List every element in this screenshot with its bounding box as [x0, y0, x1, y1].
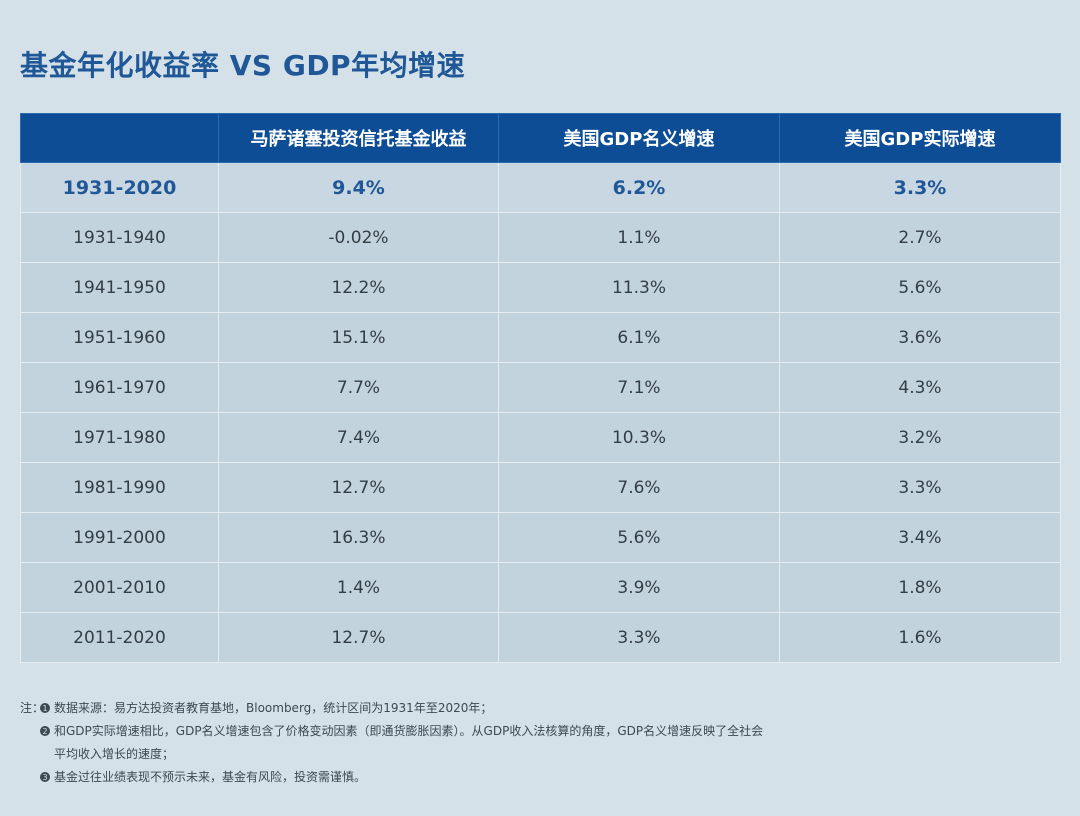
- table-row: 1981-1990 12.7% 7.6% 3.3%: [20, 462, 1061, 513]
- table-cell: 3.2%: [779, 412, 1061, 463]
- footnote-text: 数据来源：易方达投资者教育基地，Bloomberg，统计区间为1931年至202…: [54, 701, 493, 715]
- summary-row: 1931-2020 9.4% 6.2% 3.3%: [20, 162, 1061, 213]
- table-cell: 7.7%: [218, 362, 499, 413]
- table-row: 1971-1980 7.4% 10.3% 3.2%: [20, 412, 1061, 463]
- table-cell: 5.6%: [779, 262, 1061, 313]
- table-cell: 2011-2020: [20, 612, 219, 663]
- table-cell: 1951-1960: [20, 312, 219, 363]
- footnote-2: 2 和GDP实际增速相比，GDP名义增速包含了价格变动因素（即通货膨胀因素）。从…: [20, 720, 763, 743]
- table-cell: 7.1%: [498, 362, 780, 413]
- footnote-3: 3 基金过往业绩表现不预示未来，基金有风险，投资需谨慎。: [20, 766, 763, 789]
- table-row: 1931-1940 -0.02% 1.1% 2.7%: [20, 212, 1061, 263]
- table-cell: 1.4%: [218, 562, 499, 613]
- footnote-prefix: 注：: [20, 701, 45, 715]
- table-row: 2011-2020 12.7% 3.3% 1.6%: [20, 612, 1061, 663]
- header-row: 马萨诸塞投资信托基金收益 美国GDP名义增速 美国GDP实际增速: [20, 113, 1061, 163]
- footnote-text: 和GDP实际增速相比，GDP名义增速包含了价格变动因素（即通货膨胀因素）。从GD…: [54, 724, 764, 738]
- table-row: 1951-1960 15.1% 6.1% 3.6%: [20, 312, 1061, 363]
- table-cell: 7.4%: [218, 412, 499, 463]
- footnotes: 注： 1 数据来源：易方达投资者教育基地，Bloomberg，统计区间为1931…: [20, 697, 763, 789]
- table-cell: 2001-2010: [20, 562, 219, 613]
- table-cell: 16.3%: [218, 512, 499, 563]
- table-cell: 1.8%: [779, 562, 1061, 613]
- header-cell-real-gdp: 美国GDP实际增速: [779, 113, 1061, 163]
- footnote-2-continuation: 平均收入增长的速度；: [20, 743, 763, 766]
- table-cell: 11.3%: [498, 262, 780, 313]
- table-cell: 12.2%: [218, 262, 499, 313]
- table-cell: 7.6%: [498, 462, 780, 513]
- footnote-text: 基金过往业绩表现不预示未来，基金有风险，投资需谨慎。: [54, 770, 367, 784]
- table-row: 1961-1970 7.7% 7.1% 4.3%: [20, 362, 1061, 413]
- table-cell: 4.3%: [779, 362, 1061, 413]
- table-cell: 3.3%: [779, 162, 1061, 213]
- table-cell: 3.3%: [498, 612, 780, 663]
- circled-number-icon: 3: [40, 772, 50, 782]
- header-cell-fund-return: 马萨诸塞投资信托基金收益: [218, 113, 499, 163]
- table-cell: 5.6%: [498, 512, 780, 563]
- table-row: 1991-2000 16.3% 5.6% 3.4%: [20, 512, 1061, 563]
- table-cell: 15.1%: [218, 312, 499, 363]
- table-cell: 3.6%: [779, 312, 1061, 363]
- table-cell: 1.1%: [498, 212, 780, 263]
- table-cell: 10.3%: [498, 412, 780, 463]
- table-cell: -0.02%: [218, 212, 499, 263]
- footnote-1: 注： 1 数据来源：易方达投资者教育基地，Bloomberg，统计区间为1931…: [20, 697, 763, 720]
- table-cell: 3.4%: [779, 512, 1061, 563]
- table-row: 2001-2010 1.4% 3.9% 1.8%: [20, 562, 1061, 613]
- header-cell-nominal-gdp: 美国GDP名义增速: [498, 113, 780, 163]
- table-cell: 3.3%: [779, 462, 1061, 513]
- table-cell: 1991-2000: [20, 512, 219, 563]
- table-cell: 2.7%: [779, 212, 1061, 263]
- table-cell: 6.2%: [498, 162, 780, 213]
- circled-number-icon: 2: [40, 726, 50, 736]
- table-cell: 1961-1970: [20, 362, 219, 413]
- header-cell-period: [20, 113, 219, 163]
- table-cell: 1971-1980: [20, 412, 219, 463]
- page-title: 基金年化收益率 VS GDP年均增速: [20, 49, 466, 82]
- circled-number-icon: 1: [40, 703, 50, 713]
- table-cell: 6.1%: [498, 312, 780, 363]
- table-cell: 1941-1950: [20, 262, 219, 313]
- table-cell: 1981-1990: [20, 462, 219, 513]
- table-row: 1941-1950 12.2% 11.3% 5.6%: [20, 262, 1061, 313]
- data-table: 马萨诸塞投资信托基金收益 美国GDP名义增速 美国GDP实际增速 1931-20…: [20, 113, 1061, 663]
- table-cell: 1931-2020: [20, 162, 219, 213]
- table-cell: 12.7%: [218, 612, 499, 663]
- table-cell: 3.9%: [498, 562, 780, 613]
- table-cell: 1.6%: [779, 612, 1061, 663]
- footnote-text: 平均收入增长的速度；: [54, 747, 175, 761]
- table-cell: 1931-1940: [20, 212, 219, 263]
- table-cell: 9.4%: [218, 162, 499, 213]
- table-cell: 12.7%: [218, 462, 499, 513]
